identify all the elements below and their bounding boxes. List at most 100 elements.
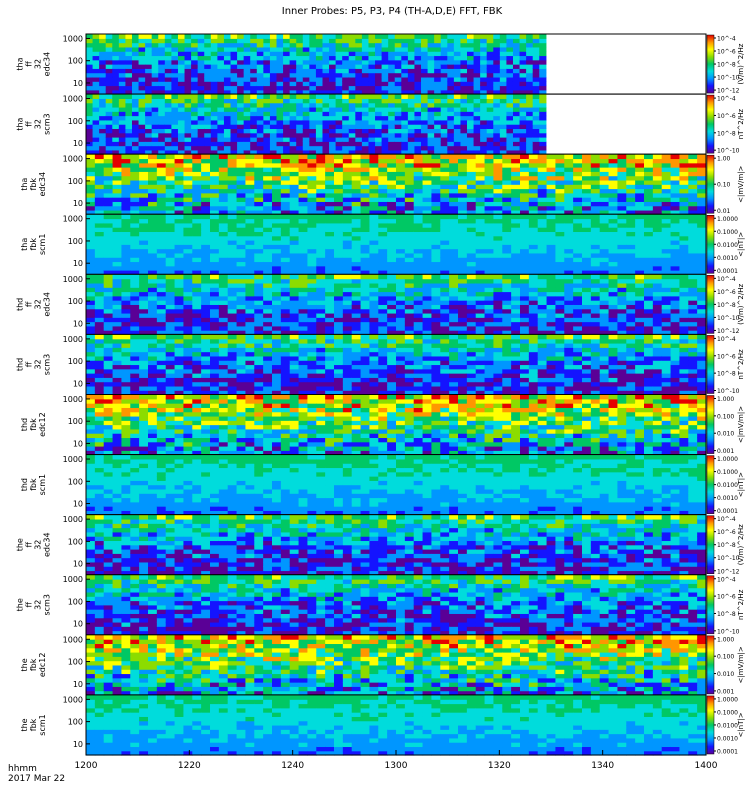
- spectrogram-cell: [118, 137, 127, 142]
- spectrogram-cell: [688, 167, 698, 172]
- spectrogram-cell: [227, 167, 238, 172]
- spectrogram-cell: [171, 59, 179, 65]
- spectrogram-cell: [381, 38, 389, 44]
- spectrogram-cell: [608, 244, 619, 250]
- spectrogram-cell: [512, 51, 521, 57]
- spectrogram-cell: [335, 81, 343, 87]
- spectrogram-cell: [138, 51, 146, 57]
- spectrogram-cell: [325, 218, 335, 224]
- spectrogram-cell: [473, 34, 481, 39]
- spectrogram-cell: [148, 162, 158, 168]
- spectrogram-cell: [537, 162, 548, 168]
- spectrogram-cell: [351, 312, 362, 318]
- spectrogram-cell: [360, 312, 371, 318]
- spectrogram-cell: [697, 214, 707, 220]
- spectrogram-cell: [537, 227, 548, 233]
- spectrogram-cell: [555, 231, 565, 237]
- spectrogram-cell: [256, 34, 264, 39]
- spectrogram-cell: [342, 235, 353, 241]
- spectrogram-cell: [511, 227, 521, 233]
- spectrogram-cell: [342, 227, 353, 233]
- spectrogram-cell: [396, 325, 406, 331]
- spectrogram-cell: [582, 167, 592, 172]
- spectrogram-cell: [289, 46, 297, 52]
- spectrogram-cell: [361, 34, 370, 39]
- spectrogram-cell: [103, 252, 114, 258]
- spectrogram-cell: [283, 102, 291, 108]
- spectrogram-cell: [688, 209, 698, 215]
- spectrogram-cell: [460, 106, 468, 112]
- spectrogram-cell: [351, 218, 362, 224]
- spectrogram-cell: [484, 244, 495, 250]
- spectrogram-cell: [227, 321, 238, 327]
- spectrogram-cell: [131, 38, 140, 44]
- spectrogram-cell: [94, 282, 105, 288]
- spectrogram-cell: [453, 119, 462, 125]
- spectrogram-cell: [237, 111, 245, 117]
- spectrogram-cell: [210, 85, 218, 91]
- spectrogram-cell: [94, 265, 105, 271]
- spectrogram-cell: [210, 291, 220, 297]
- spectrogram-cell: [599, 304, 610, 310]
- spectrogram-cell: [296, 51, 304, 57]
- spectrogram-cell: [449, 325, 459, 331]
- spectrogram-cell: [256, 141, 264, 147]
- spectrogram-cell: [348, 51, 356, 57]
- spectrogram-cell: [348, 81, 356, 87]
- colorbar-tick-label: 0.0100: [717, 242, 738, 249]
- spectrogram-cell: [679, 300, 689, 305]
- spectrogram-cell: [148, 227, 158, 233]
- spectrogram-cell: [342, 175, 353, 181]
- spectrogram-cell: [307, 205, 317, 211]
- spectrogram-cell: [361, 55, 370, 61]
- spectrogram-cell: [121, 330, 131, 336]
- spectrogram-cell: [387, 321, 397, 327]
- spectrogram-cell: [502, 291, 512, 297]
- spectrogram-cell: [355, 128, 363, 134]
- spectrogram-cell: [227, 317, 238, 323]
- spectrogram-cell: [466, 300, 477, 305]
- spectrogram-cell: [201, 192, 211, 198]
- spectrogram-cell: [355, 137, 363, 142]
- spectrogram-cell: [652, 287, 663, 293]
- spectrogram-cell: [263, 300, 273, 305]
- spectrogram-cell: [156, 282, 167, 288]
- spectrogram-cell: [635, 218, 645, 224]
- colorbar-units: (V/m)^2/Hz: [737, 43, 745, 84]
- spectrogram-cell: [250, 81, 258, 87]
- spectrogram-cell: [511, 265, 521, 271]
- spectrogram-cell: [227, 235, 238, 241]
- spectrogram-cell: [697, 201, 707, 207]
- spectrogram-cell: [210, 184, 220, 190]
- spectrogram-cell: [539, 145, 547, 151]
- spectrogram-cell: [210, 141, 218, 147]
- spectrogram-cell: [381, 89, 389, 95]
- spectrogram-cell: [223, 119, 232, 125]
- spectrogram-cell: [322, 119, 330, 125]
- spectrogram-cell: [125, 68, 133, 74]
- spectrogram-cell: [599, 257, 610, 263]
- spectrogram-cell: [245, 274, 255, 280]
- spectrogram-cell: [263, 287, 273, 293]
- spectrogram-cell: [652, 231, 663, 237]
- spectrogram-cell: [528, 330, 539, 336]
- spectrogram-cell: [661, 282, 672, 288]
- spectrogram-cell: [94, 154, 105, 160]
- spectrogram-cell: [348, 145, 356, 151]
- spectrogram-cell: [283, 38, 291, 44]
- spectrogram-cell: [493, 34, 501, 39]
- spectrogram-cell: [644, 167, 654, 172]
- spectrogram-cell: [204, 115, 212, 121]
- spectrogram-cell: [590, 167, 601, 172]
- spectrogram-cell: [404, 179, 415, 185]
- spectrogram-cell: [440, 38, 448, 44]
- spectrogram-cell: [86, 240, 96, 245]
- spectrogram-cell: [401, 42, 409, 48]
- spectrogram-cell: [599, 201, 610, 207]
- spectrogram-cell: [413, 171, 424, 177]
- spectrogram-cell: [506, 115, 514, 121]
- spectrogram-cell: [309, 34, 317, 39]
- spectrogram-cell: [546, 184, 557, 190]
- spectrogram-cell: [302, 64, 310, 69]
- spectrogram-cell: [125, 124, 133, 130]
